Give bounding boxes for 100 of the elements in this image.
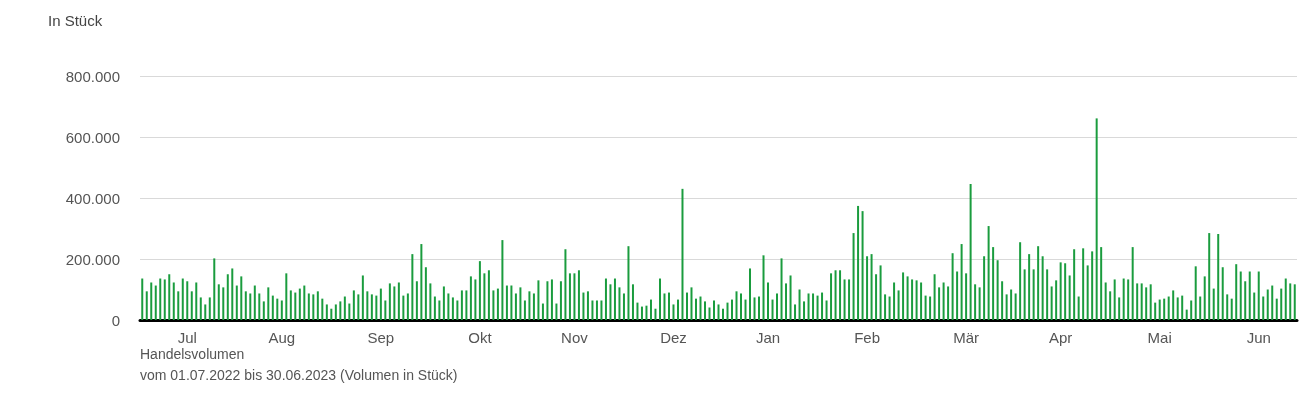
bar (861, 211, 864, 320)
bar (740, 293, 743, 320)
bar (965, 273, 968, 320)
bar (843, 279, 846, 320)
bar (438, 300, 441, 320)
bar (636, 302, 639, 320)
x-tick-label: Jul (177, 329, 197, 346)
bar (1127, 279, 1130, 320)
bar (1235, 264, 1238, 320)
bar (361, 275, 364, 320)
bar (911, 279, 914, 320)
bar (195, 282, 198, 320)
bar (447, 293, 450, 320)
bar (487, 270, 490, 320)
bar (1266, 289, 1269, 320)
bar (852, 233, 855, 320)
bar (731, 299, 734, 320)
bar (780, 258, 783, 320)
bar (1149, 284, 1152, 320)
bar (1158, 299, 1161, 320)
text: Handelsvolumen (140, 346, 245, 362)
bar (307, 293, 310, 320)
bar (821, 292, 824, 320)
bar (406, 293, 409, 320)
bar (1167, 296, 1170, 320)
bar (753, 297, 756, 320)
bar (474, 279, 477, 320)
bar (1190, 300, 1193, 320)
bar (1271, 285, 1274, 320)
bar (870, 254, 873, 320)
bar (600, 300, 603, 320)
bar (1145, 287, 1148, 320)
bar (316, 291, 319, 320)
bar (433, 296, 436, 320)
bar (1109, 291, 1112, 320)
bar (1212, 288, 1215, 320)
bar (591, 300, 594, 320)
x-tick-label: Mär (953, 329, 980, 346)
bar (933, 274, 936, 320)
bar (978, 287, 981, 320)
bar (825, 300, 828, 320)
bar (1113, 279, 1116, 320)
bar (749, 268, 752, 320)
bar (321, 298, 324, 320)
x-tick-label: Jan (755, 329, 781, 346)
bar (1095, 118, 1098, 320)
bar (357, 294, 360, 320)
bar (370, 294, 373, 320)
bar (352, 290, 355, 320)
bar (1082, 248, 1085, 320)
bar (1172, 290, 1175, 320)
bar (402, 295, 405, 320)
bar (546, 281, 549, 320)
y-tick-label: 600.000 (65, 128, 120, 146)
bar (1154, 302, 1157, 320)
bar (645, 305, 648, 320)
x-tick-label: Jun (1246, 329, 1271, 346)
bar (713, 300, 715, 320)
bar (1194, 266, 1197, 320)
bar (834, 270, 837, 320)
bar (393, 286, 396, 320)
bar (762, 255, 765, 320)
bar (694, 298, 697, 320)
bar (1275, 298, 1278, 320)
bar (244, 291, 247, 320)
bar (159, 278, 162, 320)
bar (947, 286, 950, 320)
bar (424, 267, 427, 320)
bar (330, 308, 333, 320)
bar (582, 292, 585, 320)
bar (1163, 298, 1166, 320)
x-tick-label: Sep (367, 329, 395, 346)
bar (785, 283, 788, 320)
bar (622, 293, 625, 320)
bar (1077, 296, 1080, 320)
bar (222, 287, 225, 320)
bar (915, 280, 918, 320)
bar (1055, 280, 1058, 320)
bar (235, 285, 238, 320)
text: vom 01.07.2022 bis 30.06.2023 (Volumen in Stück) (140, 367, 458, 383)
bar (1280, 288, 1283, 320)
bar (415, 281, 418, 320)
y-tick-label: 800.000 (65, 67, 120, 85)
bar (375, 295, 378, 320)
bar (478, 261, 481, 320)
bar (456, 300, 459, 320)
bar (1293, 284, 1296, 320)
bar (181, 278, 184, 320)
bar (249, 293, 252, 320)
bar (816, 295, 819, 320)
bar (559, 281, 562, 320)
bar (627, 246, 630, 320)
bar (758, 296, 761, 320)
bar (1023, 269, 1026, 320)
y-tick-label: 400.000 (65, 189, 120, 207)
bar (884, 294, 887, 320)
bar (1032, 269, 1035, 320)
bar (1046, 269, 1049, 320)
bar (285, 273, 288, 320)
bar (289, 290, 292, 320)
